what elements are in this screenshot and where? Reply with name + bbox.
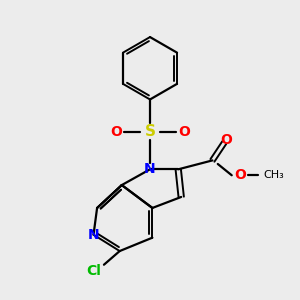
Text: O: O <box>110 124 122 139</box>
Text: O: O <box>178 124 190 139</box>
Text: N: N <box>88 228 99 242</box>
Text: N: N <box>144 162 156 176</box>
Text: S: S <box>145 124 155 139</box>
Text: O: O <box>220 133 232 147</box>
Text: CH₃: CH₃ <box>263 170 284 180</box>
Text: Cl: Cl <box>86 264 101 278</box>
Text: O: O <box>234 168 246 182</box>
